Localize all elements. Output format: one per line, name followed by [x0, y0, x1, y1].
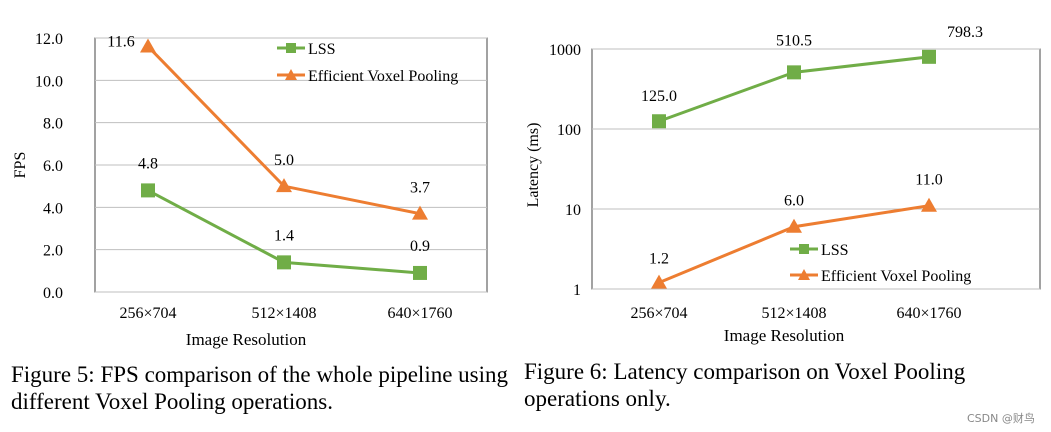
chart2-ylabel: Latency (ms) — [525, 123, 542, 208]
chart1-ytick-label: 10.0 — [35, 73, 63, 90]
chart2-xlabel: Image Resolution — [724, 326, 845, 345]
chart2-ytick-label: 10 — [565, 202, 581, 219]
chart2-data-label: 1.2 — [649, 251, 669, 268]
chart2-data-label: 6.0 — [784, 193, 804, 210]
chart1-point-evp — [140, 38, 156, 53]
chart1-xtick-label: 512×1408 — [251, 305, 316, 322]
chart2-ytick-label: 100 — [557, 122, 581, 139]
chart2-data-label: 11.0 — [915, 172, 942, 189]
chart1-xtick-label: 640×1760 — [387, 305, 452, 322]
chart2-xtick-label: 512×1408 — [761, 305, 826, 322]
chart1-legend-label: LSS — [308, 41, 336, 58]
chart2-data-label: 798.3 — [947, 24, 983, 41]
chart1-data-label: 4.8 — [138, 155, 158, 172]
chart2-legend-label: Efficient Voxel Pooling — [821, 268, 971, 285]
chart2-ytick-label: 1 — [573, 282, 581, 299]
chart2-point-lss — [652, 114, 666, 129]
chart1-point-evp — [412, 205, 428, 220]
chart1-point-lss — [277, 255, 291, 270]
chart2-point-lss — [787, 65, 801, 80]
chart1-legend-marker-evp — [285, 69, 297, 80]
chart2-xtick-label: 256×704 — [630, 305, 687, 322]
chart2-point-evp — [921, 197, 937, 212]
chart1-data-label: 5.0 — [274, 152, 294, 169]
chart1-ytick-label: 4.0 — [43, 200, 63, 217]
chart1-ytick-label: 6.0 — [43, 158, 63, 175]
chart2-legend-label: LSS — [821, 242, 849, 259]
chart1-point-lss — [413, 265, 427, 280]
chart1-ytick-label: 12.0 — [35, 31, 63, 48]
chart1-ylabel: FPS — [12, 152, 29, 179]
chart1-point-lss — [141, 183, 155, 198]
chart1-data-label: 3.7 — [410, 180, 430, 197]
chart2-legend-marker-lss — [799, 244, 809, 254]
figure5-caption: Figure 5: FPS comparison of the whole pi… — [11, 362, 509, 414]
chart2-data-label: 125.0 — [641, 88, 677, 105]
chart1-ytick-label: 2.0 — [43, 243, 63, 260]
chart1-data-label: 0.9 — [410, 238, 430, 255]
chart2-ytick-label: 1000 — [549, 42, 581, 59]
chart1-point-evp — [276, 178, 292, 193]
chart2-point-evp — [786, 218, 802, 233]
figure6-caption: Figure 6: Latency comparison on Voxel Po… — [524, 359, 966, 411]
chart2-point-lss — [922, 49, 936, 64]
chart1-xtick-label: 256×704 — [119, 305, 176, 322]
chart1-ytick-label: 8.0 — [43, 116, 63, 133]
chart1-data-label: 1.4 — [274, 227, 294, 244]
chart2-data-label: 510.5 — [776, 32, 812, 49]
chart1-legend-marker-lss — [286, 43, 296, 53]
chart2-legend-marker-evp — [798, 269, 810, 280]
watermark: CSDN @财鸟 — [967, 412, 1035, 425]
chart1-legend-label: Efficient Voxel Pooling — [308, 68, 458, 85]
chart2-point-evp — [651, 274, 667, 289]
chart2-xtick-label: 640×1760 — [896, 305, 961, 322]
chart1-data-label: 11.6 — [107, 33, 134, 50]
chart1-ytick-label: 0.0 — [43, 285, 63, 302]
chart1-xlabel: Image Resolution — [186, 330, 307, 349]
